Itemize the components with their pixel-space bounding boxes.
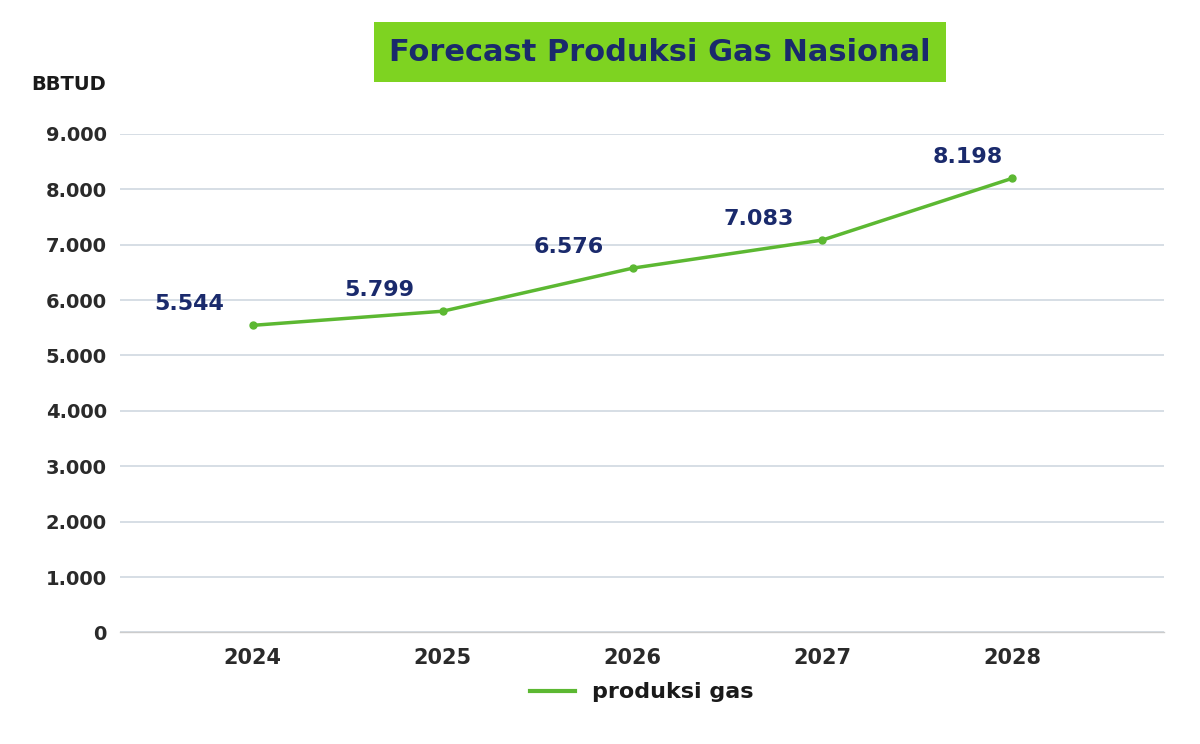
- Text: 6.576: 6.576: [534, 237, 604, 257]
- produksi gas: [436, 307, 450, 315]
- Text: 5.799: 5.799: [344, 280, 414, 300]
- Line: produksi gas: produksi gas: [250, 175, 1015, 329]
- produksi gas: [246, 321, 260, 330]
- Text: Forecast Produksi Gas Nasional: Forecast Produksi Gas Nasional: [389, 38, 931, 66]
- Text: BBTUD: BBTUD: [31, 75, 106, 94]
- produksi gas: [1004, 174, 1019, 183]
- Legend: produksi gas: produksi gas: [521, 673, 763, 711]
- produksi gas: [815, 236, 829, 245]
- Text: 8.198: 8.198: [932, 147, 1003, 167]
- Text: 7.083: 7.083: [724, 209, 794, 229]
- produksi gas: [625, 263, 640, 272]
- Text: 5.544: 5.544: [155, 295, 224, 314]
